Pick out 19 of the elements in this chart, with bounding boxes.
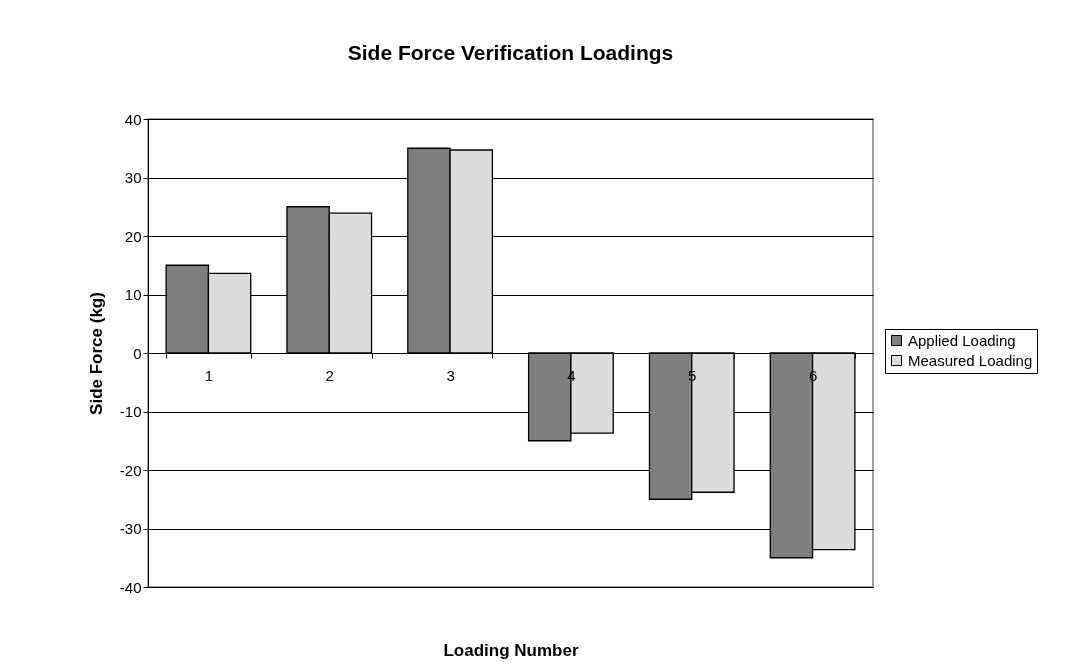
x-tick-label: 5 [688,366,697,384]
legend-label: Applied Loading [908,331,1016,349]
x-tick-label: 4 [567,366,576,384]
y-tick-label: 20 [124,227,142,245]
x-axis-title: Loading Number [443,640,579,660]
chart-title: Side Force Verification Loadings [347,41,674,64]
y-tick-label: 0 [133,344,142,362]
x-tick-label: 3 [446,366,455,384]
y-tick-label: 30 [124,169,142,186]
y-tick-label: -30 [119,520,142,537]
x-tick-label: 1 [204,366,214,384]
x-tick-label: 2 [325,366,334,384]
y-tick-label: -40 [119,578,142,596]
legend-label: Measured Loading [908,351,1033,369]
y-tick-label: 40 [124,110,142,128]
y-axis-title: Side Force (kg) [86,292,106,415]
y-tick-label: 10 [124,286,142,303]
y-tick-label: -20 [119,461,142,479]
y-tick-label: -10 [119,403,142,420]
